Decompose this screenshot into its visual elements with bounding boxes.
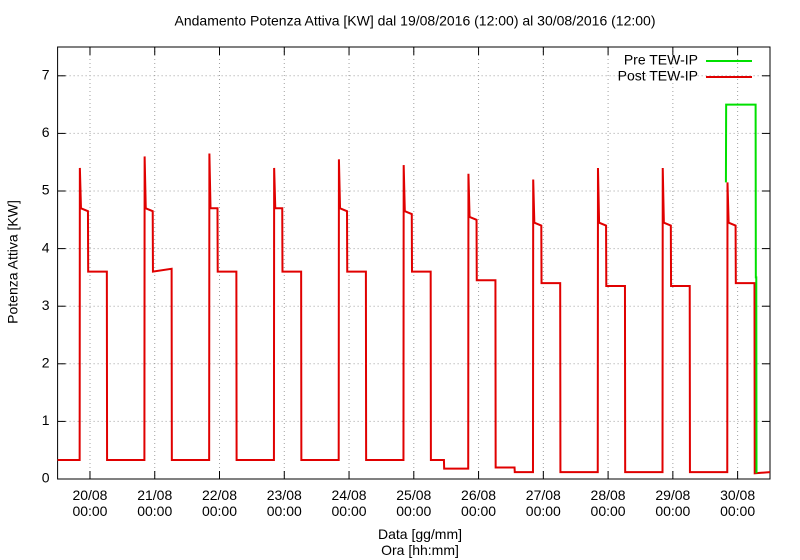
y-axis-label: Potenza Attiva [KW] <box>5 200 21 324</box>
x-tick-label: 20/08 00:00 <box>72 487 108 519</box>
y-tick-label: 7 <box>42 67 50 83</box>
y-tick-label: 2 <box>42 355 50 371</box>
data-line <box>724 103 758 474</box>
x-tick-label: 23/08 00:00 <box>266 487 302 519</box>
y-tick-label: 4 <box>42 239 50 255</box>
legend-label: Post TEW-IP <box>618 68 698 84</box>
x-tick-label: 25/08 00:00 <box>396 487 432 519</box>
x-tick-label: 30/08 00:00 <box>720 487 756 519</box>
y-tick-label: 1 <box>42 412 50 428</box>
plot-border <box>57 46 771 480</box>
x-tick-label: 24/08 00:00 <box>331 487 367 519</box>
x-tick-label: 29/08 00:00 <box>655 487 691 519</box>
legend-label: Pre TEW-IP <box>624 52 698 68</box>
x-tick-label: 28/08 00:00 <box>590 487 626 519</box>
x-tick-label: 26/08 00:00 <box>461 487 497 519</box>
y-tick-label: 5 <box>42 182 50 198</box>
y-tick-label: 0 <box>42 470 50 486</box>
data-line <box>57 153 771 475</box>
chart-title: Andamento Potenza Attiva [KW] dal 19/08/… <box>175 13 656 29</box>
x-tick-label: 21/08 00:00 <box>137 487 173 519</box>
x-axis-label: Data [gg/mm] Ora [hh:mm] <box>377 526 463 558</box>
y-tick-label: 3 <box>42 297 50 313</box>
x-tick-label: 27/08 00:00 <box>525 487 561 519</box>
y-tick-label: 6 <box>42 124 50 140</box>
x-tick-label: 22/08 00:00 <box>201 487 238 519</box>
